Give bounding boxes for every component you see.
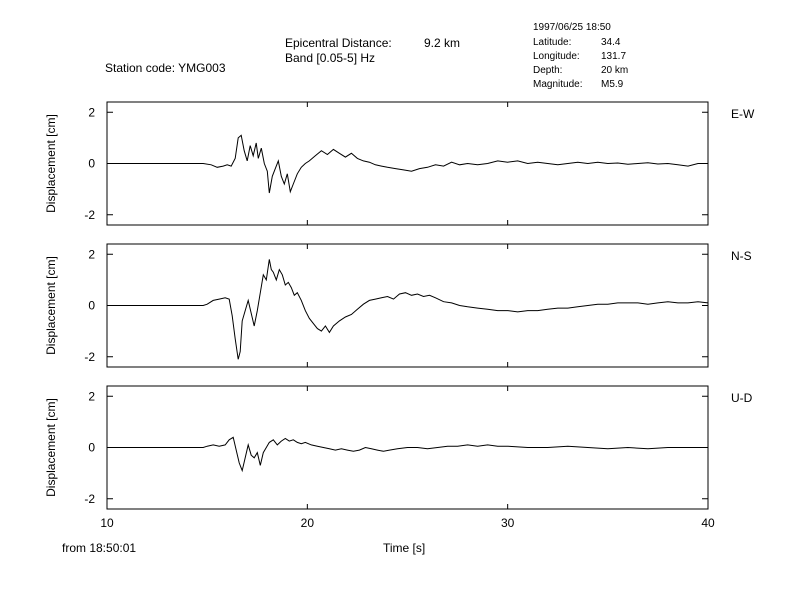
y-axis-label-ud: Displacement [cm] [44,398,58,497]
component-label-ud: U-D [731,391,753,405]
y-tick-label-ew: 0 [88,157,95,171]
latitude-label: Latitude: [533,37,572,48]
station-code: Station code: YMG003 [105,61,226,75]
epicentral-distance-value: 9.2 km [424,36,461,50]
magnitude-value: M5.9 [601,79,624,90]
component-label-ew: E-W [731,107,755,121]
y-tick-label-ns: -2 [84,350,95,364]
y-tick-label-ew: -2 [84,208,95,222]
epicentral-distance-label: Epicentral Distance: [285,36,392,50]
y-axis-label-ns: Displacement [cm] [44,256,58,355]
y-tick-label-ns: 2 [88,247,95,261]
trace-ew [107,134,708,194]
x-tick-label: 10 [100,516,114,530]
longitude-value: 131.7 [601,51,627,62]
depth-value: 20 km [601,65,629,76]
x-tick-label: 40 [701,516,715,530]
event-datetime: 1997/06/25 18:50 [533,22,611,33]
y-tick-label-ew: 2 [88,105,95,119]
longitude-label: Longitude: [533,51,580,62]
depth-label: Depth: [533,65,563,76]
band: Band [0.05-5] Hz [285,51,376,65]
trace-ns [107,259,709,360]
component-label-ns: N-S [731,249,752,263]
x-tick-label: 20 [301,516,315,530]
magnitude-label: Magnitude: [533,79,583,90]
y-tick-label-ns: 0 [88,299,95,313]
y-axis-label-ew: Displacement [cm] [44,114,58,213]
latitude-value: 34.4 [601,37,621,48]
y-tick-label-ud: 0 [88,441,95,455]
y-tick-label-ud: 2 [88,389,95,403]
x-axis-label: Time [s] [383,541,426,555]
y-tick-label-ud: -2 [84,492,95,506]
time-origin: from 18:50:01 [62,541,137,555]
trace-ud [107,436,708,473]
x-tick-label: 30 [501,516,515,530]
